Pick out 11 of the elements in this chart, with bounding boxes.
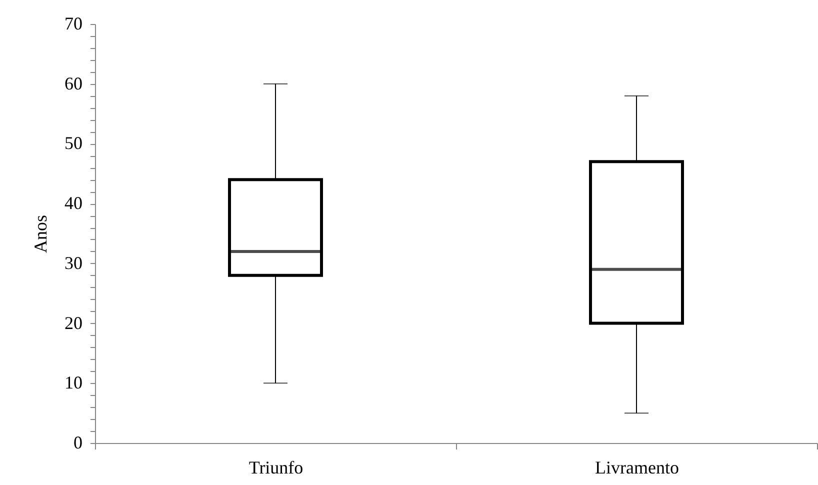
- y-tick-label: 40: [64, 193, 82, 214]
- x-tick-label: Triunfo: [248, 458, 304, 478]
- y-tick-label: 70: [64, 14, 82, 34]
- y-tick-label: 20: [64, 312, 82, 333]
- y-tick-label: 10: [64, 372, 82, 393]
- y-axis-title: Anos: [30, 214, 50, 254]
- y-tick-label: 50: [64, 133, 82, 154]
- x-tick-label: Livramento: [595, 458, 679, 478]
- y-tick-label: 0: [74, 432, 82, 452]
- y-tick-label: 30: [64, 252, 82, 273]
- y-tick-label: 60: [64, 73, 82, 94]
